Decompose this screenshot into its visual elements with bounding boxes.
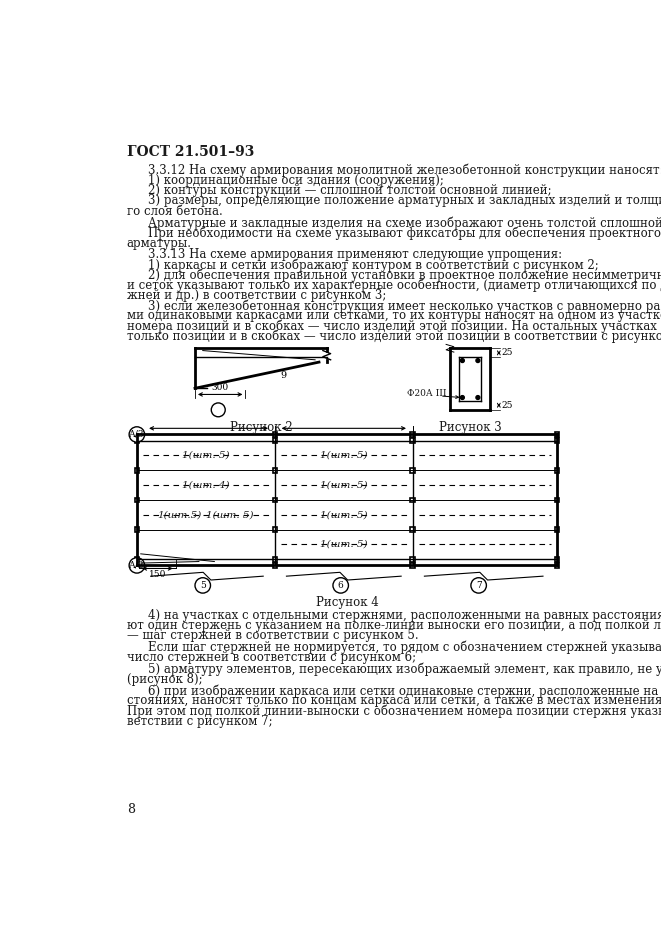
Text: го слоя бетона.: го слоя бетона.: [127, 205, 223, 217]
Text: ГОСТ 21.501–93: ГОСТ 21.501–93: [127, 145, 254, 159]
Text: При необходимости на схеме указывают фиксаторы для обеспечения проектного положе: При необходимости на схеме указывают фик…: [149, 227, 661, 240]
Text: 3) если железобетонная конструкция имеет несколько участков с равномерно располо: 3) если железобетонная конструкция имеет…: [149, 300, 661, 313]
Bar: [135, 498, 139, 503]
Text: — шаг стержней в соответствии с рисунком 5.: — шаг стержней в соответствии с рисунком…: [127, 629, 418, 642]
Text: 6) при изображении каркаса или сетки одинаковые стержни, расположенные на равных: 6) при изображении каркаса или сетки оди…: [149, 684, 661, 697]
Circle shape: [129, 427, 145, 442]
Text: 5) арматуру элементов, пересекающих изображаемый элемент, как правило, не указыв: 5) арматуру элементов, пересекающих изоб…: [149, 663, 661, 676]
Bar: [555, 527, 559, 532]
Bar: [135, 438, 139, 443]
Text: А/3: А/3: [129, 430, 145, 439]
Text: стояниях, наносят только по концам каркаса или сетки, а также в местах изменения: стояниях, наносят только по концам карка…: [127, 695, 661, 708]
Circle shape: [476, 358, 480, 362]
Text: 1(шт. 5): 1(шт. 5): [320, 540, 368, 548]
Text: 1(шт. 5): 1(шт. 5): [182, 451, 229, 460]
Text: 7: 7: [476, 581, 481, 590]
Bar: [135, 557, 139, 562]
Bar: [410, 557, 415, 562]
Circle shape: [129, 558, 145, 573]
Bar: [135, 527, 139, 532]
Text: 300: 300: [212, 383, 229, 392]
Text: 1) каркасы и сетки изображают контуром в соответствии с рисунком 2;: 1) каркасы и сетки изображают контуром в…: [149, 258, 600, 272]
Bar: [410, 438, 415, 443]
Text: 25: 25: [502, 401, 514, 410]
Text: 8: 8: [127, 803, 135, 816]
Circle shape: [476, 396, 480, 400]
Circle shape: [461, 396, 464, 400]
Circle shape: [195, 578, 210, 593]
Text: Ф20А III: Ф20А III: [407, 389, 447, 398]
Text: Если шаг стержней не нормируется, то рядом с обозначением стержней указывают в с: Если шаг стержней не нормируется, то ряд…: [149, 640, 661, 654]
Text: 1(шт. 5): 1(шт. 5): [206, 510, 254, 519]
Text: 2) для обеспечения правильной установки в проектное положение несимметричных кар: 2) для обеспечения правильной установки …: [149, 269, 661, 282]
Text: 1(шт. 5): 1(шт. 5): [320, 510, 368, 519]
Bar: [410, 468, 415, 473]
Bar: [272, 563, 277, 568]
Text: 9: 9: [280, 371, 286, 380]
Text: 1(шт. 5): 1(шт. 5): [320, 480, 368, 490]
Text: Арматурные и закладные изделия на схеме изображают очень толстой сплошной линией: Арматурные и закладные изделия на схеме …: [149, 216, 661, 229]
Text: 3.3.12 На схему армирования монолитной железобетонной конструкции наносят:: 3.3.12 На схему армирования монолитной ж…: [149, 164, 661, 178]
Bar: [555, 432, 559, 437]
Text: арматуры.: арматуры.: [127, 237, 192, 250]
Text: 4) на участках с отдельными стержнями, расположенными на равных расстояниях, изо: 4) на участках с отдельными стержнями, р…: [149, 608, 661, 622]
Bar: [272, 432, 277, 437]
Bar: [272, 498, 277, 503]
Text: 3.3.13 На схеме армирования применяют следующие упрощения:: 3.3.13 На схеме армирования применяют сл…: [149, 248, 563, 261]
Bar: [135, 432, 139, 437]
Bar: [272, 557, 277, 562]
Text: 3) размеры, определяющие положение арматурных и закладных изделий и толщину защи: 3) размеры, определяющие положение армат…: [149, 195, 661, 208]
Text: 1) координационные оси здания (сооружения);: 1) координационные оси здания (сооружени…: [149, 174, 444, 187]
Text: 1(шт. 4): 1(шт. 4): [182, 480, 229, 490]
Bar: [555, 438, 559, 443]
Bar: [135, 468, 139, 473]
Bar: [555, 563, 559, 568]
Bar: [410, 432, 415, 437]
Text: только позиции и в скобках — число изделий этой позиции в соответствии с рисунко: только позиции и в скобках — число издел…: [127, 329, 661, 344]
Bar: [410, 498, 415, 503]
Bar: [135, 563, 139, 568]
Bar: [410, 527, 415, 532]
Text: 1(шт.5): 1(шт.5): [157, 510, 202, 519]
Text: 2) контуры конструкций — сплошной толстой основной линией;: 2) контуры конструкций — сплошной толсто…: [149, 184, 552, 197]
Text: ветствии с рисунком 7;: ветствии с рисунком 7;: [127, 715, 272, 728]
Text: число стержней в соответствии с рисунком 6;: число стержней в соответствии с рисунком…: [127, 651, 416, 664]
Text: ми одинаковыми каркасами или сетками, то их контуры наносят на одном из участков: ми одинаковыми каркасами или сетками, то…: [127, 309, 661, 322]
Text: ют один стержень с указанием на полке-линии выноски его позиции, а под полкой ли: ют один стержень с указанием на полке-ли…: [127, 619, 661, 632]
Text: жней и др.) в соответствии с рисунком 3;: жней и др.) в соответствии с рисунком 3;: [127, 289, 386, 302]
Text: (рисунок 8);: (рисунок 8);: [127, 673, 202, 685]
Bar: [272, 527, 277, 532]
Circle shape: [461, 358, 464, 362]
Text: При этом под полкой линии-выноски с обозначением номера позиции стержня указываю: При этом под полкой линии-выноски с обоз…: [127, 705, 661, 718]
Bar: [410, 563, 415, 568]
Text: Рисунок 2: Рисунок 2: [229, 420, 292, 433]
Text: 150: 150: [149, 570, 166, 579]
Text: номера позиций и в скобках — число изделий этой позиции. На остальных участках п: номера позиций и в скобках — число издел…: [127, 319, 661, 333]
Bar: [555, 498, 559, 503]
Text: 1(шт. 5): 1(шт. 5): [320, 451, 368, 460]
Circle shape: [333, 578, 348, 593]
Circle shape: [471, 578, 486, 593]
Bar: [272, 438, 277, 443]
Text: 25: 25: [502, 348, 514, 358]
Text: 6: 6: [338, 581, 344, 590]
Text: А/2: А/2: [129, 561, 145, 570]
Text: и сеток указывают только их характерные особенности, (диаметр отличающихся по ди: и сеток указывают только их характерные …: [127, 279, 661, 292]
Text: Рисунок 3: Рисунок 3: [439, 420, 502, 433]
Text: Рисунок 4: Рисунок 4: [315, 596, 378, 609]
Bar: [555, 557, 559, 562]
Bar: [555, 468, 559, 473]
Bar: [272, 468, 277, 473]
Text: 5: 5: [200, 581, 206, 590]
